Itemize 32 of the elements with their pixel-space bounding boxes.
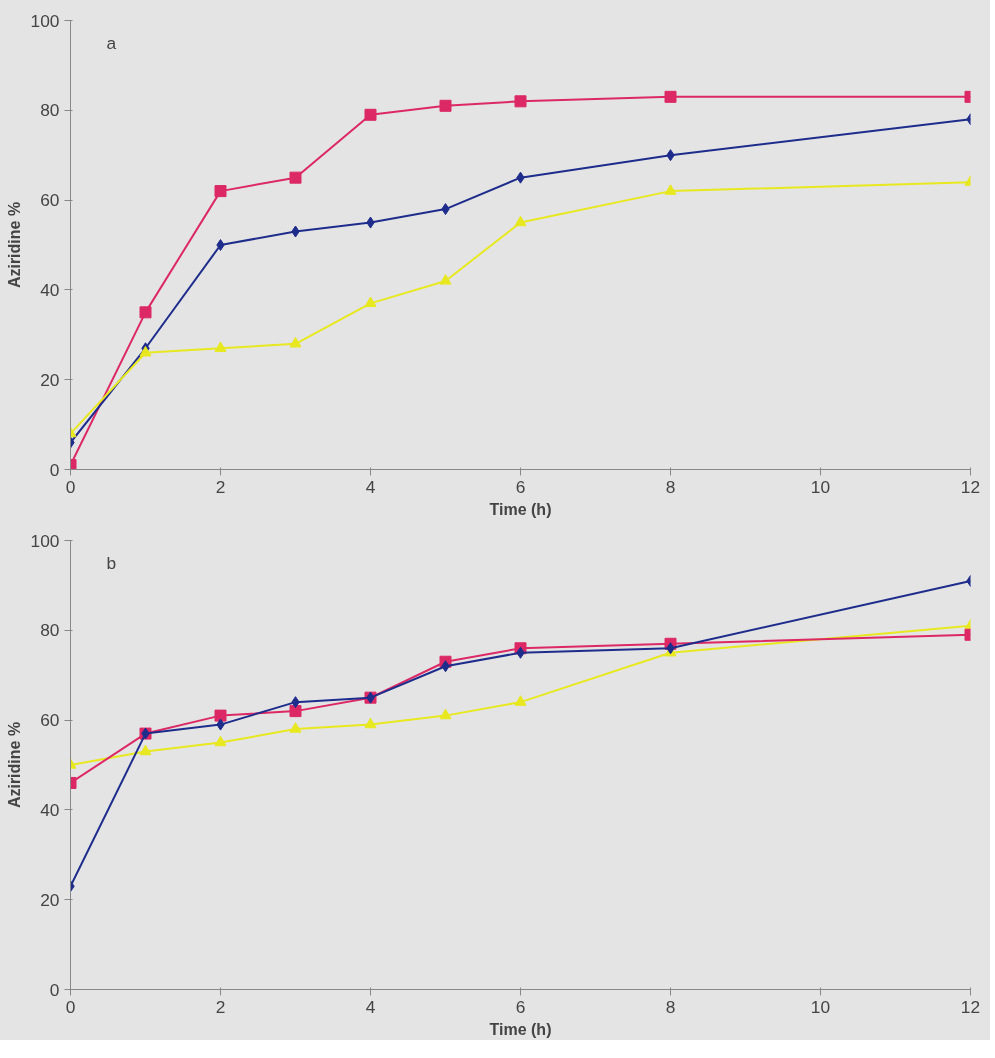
x-axis-title: Time (h) [489, 500, 552, 518]
x-tick-label: 0 [65, 476, 76, 497]
y-tick-label: 40 [40, 279, 60, 300]
x-tick-label: 12 [960, 476, 981, 497]
y-tick-label: 60 [40, 710, 60, 731]
x-tick-label: 6 [515, 996, 526, 1017]
y-tick-label: 80 [40, 620, 60, 641]
y-tick-label: 20 [40, 369, 60, 390]
y-tick-label: 0 [49, 459, 60, 480]
y-tick-label: 80 [40, 100, 60, 121]
x-tick-label: 0 [65, 996, 76, 1017]
x-tick-label: 12 [960, 996, 981, 1017]
x-tick-label: 8 [665, 996, 676, 1017]
annotation: b [106, 552, 117, 573]
y-tick-label: 100 [30, 10, 60, 31]
x-axis-title: Time (h) [489, 1020, 552, 1038]
y-axis-title: Aziridine % [5, 201, 23, 289]
x-tick-label: 2 [215, 476, 226, 497]
x-tick-label: 8 [665, 476, 676, 497]
y-tick-label: 40 [40, 799, 60, 820]
y-tick-label: 100 [30, 530, 60, 551]
y-axis-title: Aziridine % [5, 721, 23, 809]
x-tick-label: 6 [515, 476, 526, 497]
x-tick-label: 10 [810, 476, 831, 497]
y-tick-label: 20 [40, 889, 60, 910]
x-tick-label: 4 [365, 996, 376, 1017]
x-tick-label: 4 [365, 476, 376, 497]
annotation: a [106, 32, 117, 53]
x-tick-label: 10 [810, 996, 831, 1017]
y-tick-label: 60 [40, 190, 60, 211]
y-tick-label: 0 [49, 979, 60, 1000]
x-tick-label: 2 [215, 996, 226, 1017]
